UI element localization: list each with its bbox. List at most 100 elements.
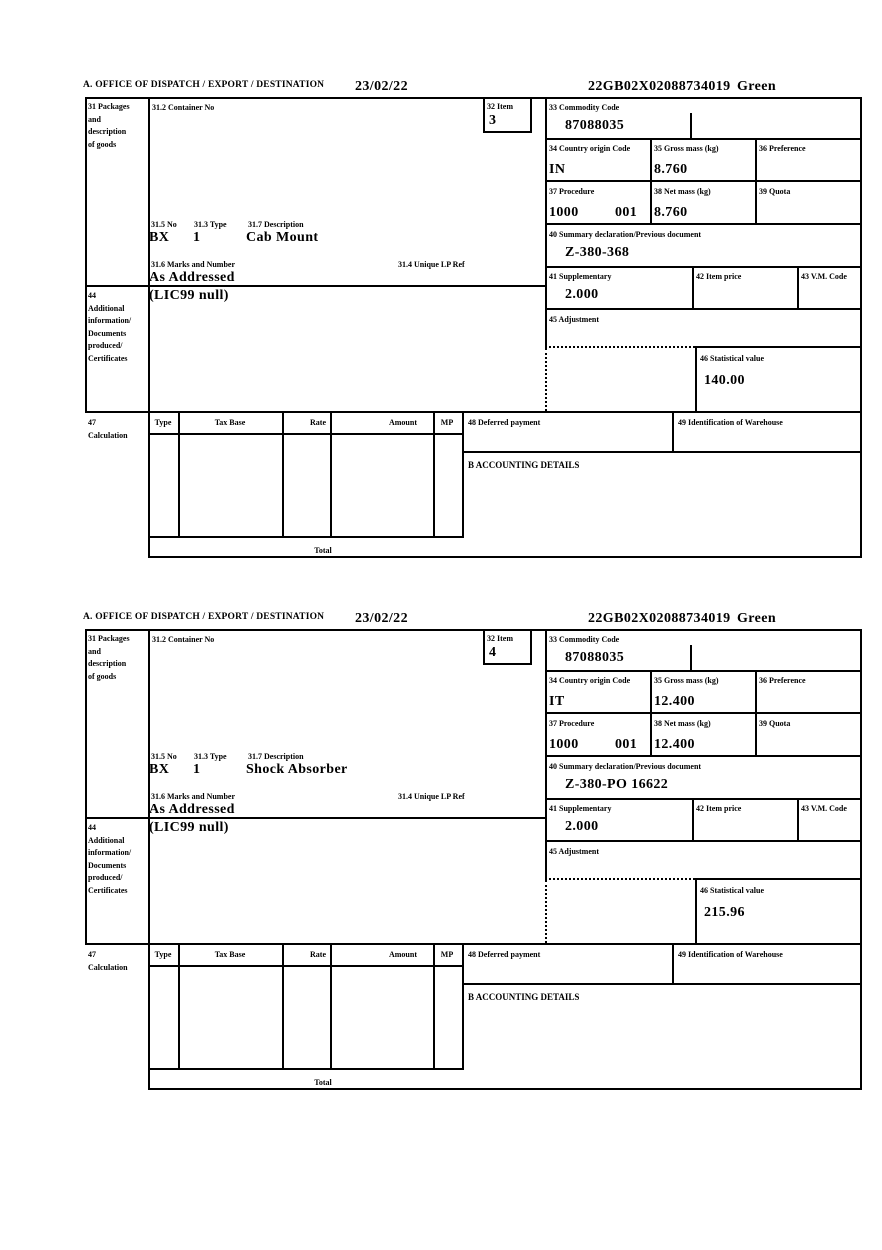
dotted-vertical-line	[545, 348, 547, 411]
box49-label: 49 Identification of Warehouse	[678, 950, 783, 959]
box46-left-line	[695, 878, 697, 945]
calc-rate-header: Rate	[310, 418, 326, 427]
calc-col2-divider	[282, 943, 284, 1070]
box33-label: 33 Commodity Code	[549, 635, 620, 644]
box36-label: 36 Preference	[759, 144, 806, 153]
package-type-value: 1	[193, 230, 201, 245]
row34-bottom-line	[545, 712, 862, 714]
box34-label: 34 Country origin Code	[549, 144, 631, 153]
accounting-details-label: B ACCOUNTING DETAILS	[468, 460, 580, 470]
calc-col3-divider	[330, 411, 332, 538]
commodity-code-separator-tick	[690, 645, 692, 672]
box32-label: 32 Item	[487, 102, 513, 111]
country-origin-value: IN	[549, 162, 566, 177]
calculation-table-border	[148, 411, 464, 538]
label-column-divider	[148, 629, 150, 945]
box38-label: 38 Net mass (kg)	[654, 719, 711, 728]
calc-total-label: Total	[314, 1078, 332, 1087]
box32-item-border	[483, 97, 532, 133]
box37-label: 37 Procedure	[549, 719, 595, 728]
box45-label: 45 Adjustment	[549, 847, 600, 856]
office-of-dispatch-label: A. OFFICE OF DISPATCH / EXPORT / DESTINA…	[83, 612, 325, 622]
box31-5-label: 31.5 No	[151, 220, 177, 229]
movement-reference-number: 22GB02X02088734019	[588, 611, 731, 626]
col35-36-divider	[755, 138, 757, 225]
box49-border	[672, 411, 862, 453]
declaration-date: 23/02/22	[355, 79, 408, 94]
supplementary-units-value: 2.000	[565, 287, 599, 302]
box46-top-line	[695, 878, 862, 880]
marks-and-numbers-value: As Addressed	[149, 270, 235, 285]
box40-bottom-line	[545, 798, 862, 800]
col42-43-divider	[797, 798, 799, 842]
total-row-border	[148, 538, 862, 558]
net-mass-value: 8.760	[654, 205, 688, 220]
box40-label: 40 Summary declaration/Previous document	[549, 762, 702, 771]
package-count-value: BX	[149, 762, 170, 777]
box49-label: 49 Identification of Warehouse	[678, 418, 783, 427]
additional-information-value: (LIC99 null)	[149, 288, 229, 303]
col41-42-divider	[692, 798, 694, 842]
routing-status: Green	[737, 611, 777, 626]
box31-3-label: 31.3 Type	[194, 752, 227, 761]
row37-bottom-line	[545, 223, 862, 225]
declaration-date: 23/02/22	[355, 611, 408, 626]
col42-43-divider	[797, 266, 799, 310]
calc-mp-header: MP	[440, 418, 454, 427]
previous-document-value: Z-380-PO 16622	[565, 777, 669, 792]
box40-bottom-line	[545, 266, 862, 268]
box41-label: 41 Supplementary	[549, 272, 612, 281]
main-form-border	[85, 97, 862, 413]
box36-label: 36 Preference	[759, 676, 806, 685]
additional-information-value: (LIC99 null)	[149, 820, 229, 835]
commodity-code-separator-tick	[690, 113, 692, 140]
calc-col1-divider	[178, 411, 180, 538]
box32-item-border	[483, 629, 532, 665]
dotted-horizontal-line	[545, 878, 695, 880]
procedure-ext-value: 001	[615, 205, 638, 220]
calc-tax-base-header: Tax Base	[214, 950, 246, 959]
box39-label: 39 Quota	[759, 719, 791, 728]
calc-header-bottom-line	[148, 433, 464, 435]
box48-border	[462, 411, 674, 453]
procedure-code-value: 1000	[549, 205, 579, 220]
movement-reference-number: 22GB02X02088734019	[588, 79, 731, 94]
item-number-value: 4	[489, 645, 497, 660]
box31-2-label: 31.2 Container No	[152, 103, 215, 112]
accounting-box-border	[462, 453, 862, 538]
package-count-value: BX	[149, 230, 170, 245]
box32-label: 32 Item	[487, 634, 513, 643]
dotted-vertical-line	[545, 880, 547, 943]
box39-label: 39 Quota	[759, 187, 791, 196]
calc-amount-header: Amount	[388, 418, 417, 427]
col34-35-divider	[650, 138, 652, 225]
box31-box44-divider	[85, 285, 547, 287]
calculation-table-border	[148, 943, 464, 1070]
goods-description-value: Shock Absorber	[246, 762, 348, 777]
calc-rate-header: Rate	[310, 950, 326, 959]
dotted-horizontal-line	[545, 346, 695, 348]
package-type-value: 1	[193, 762, 201, 777]
right-column-divider	[545, 97, 547, 348]
box42-label: 42 Item price	[696, 804, 742, 813]
box31-7-label: 31.7 Description	[248, 220, 304, 229]
box48-label: 48 Deferred payment	[468, 418, 541, 427]
box33-label: 33 Commodity Code	[549, 103, 620, 112]
box31-4-label: 31.4 Unique LP Ref	[398, 792, 465, 801]
goods-description-value: Cab Mount	[246, 230, 319, 245]
col34-35-divider	[650, 670, 652, 757]
calc-amount-header: Amount	[388, 950, 417, 959]
box44-label: 44 Additional information/ Documents pro…	[88, 291, 132, 363]
calc-col4-divider	[433, 411, 435, 538]
office-of-dispatch-label: A. OFFICE OF DISPATCH / EXPORT / DESTINA…	[83, 80, 325, 90]
item-number-value: 3	[489, 113, 497, 128]
calc-type-header: Type	[154, 950, 172, 959]
calc-header-bottom-line	[148, 965, 464, 967]
box46-label: 46 Statistical value	[700, 886, 764, 895]
declaration-item-section-3: A. OFFICE OF DISPATCH / EXPORT / DESTINA…	[83, 80, 862, 562]
calc-col4-divider	[433, 943, 435, 1070]
supplementary-units-value: 2.000	[565, 819, 599, 834]
statistical-value: 215.96	[704, 905, 745, 920]
statistical-value: 140.00	[704, 373, 745, 388]
calc-tax-base-header: Tax Base	[214, 418, 246, 427]
